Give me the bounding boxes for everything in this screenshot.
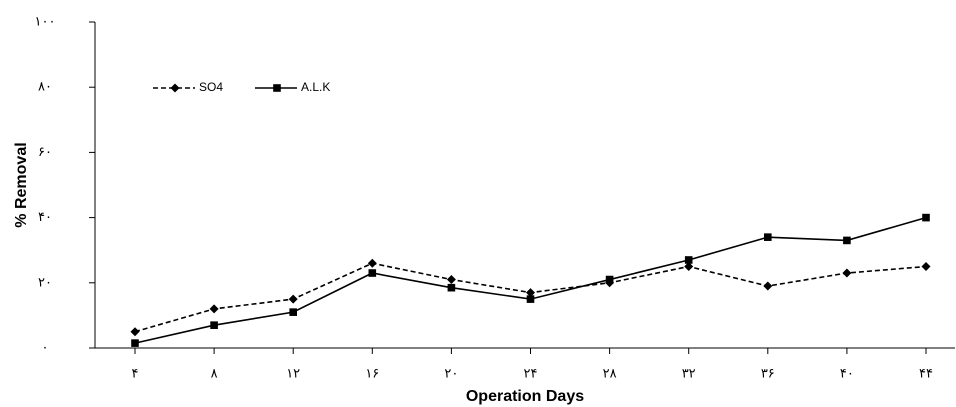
y-tick-label: ۴۰ <box>38 210 52 225</box>
x-tick-label: ۴۴ <box>919 367 933 382</box>
marker <box>209 304 219 314</box>
legend-label: SO4 <box>199 80 223 94</box>
x-tick-label: ۲۰ <box>444 367 458 382</box>
marker <box>684 256 693 264</box>
marker <box>843 236 851 245</box>
marker <box>447 283 456 292</box>
marker <box>526 288 535 298</box>
marker <box>605 275 614 284</box>
x-tick-label: ۴۰ <box>840 367 854 382</box>
legend-label: A.L.K <box>301 80 330 94</box>
marker <box>367 258 377 268</box>
marker <box>131 339 139 347</box>
x-tick-label: ۲۸ <box>603 367 617 382</box>
marker <box>763 281 773 291</box>
x-tick-label: ۱۶ <box>365 367 379 382</box>
marker <box>842 268 852 278</box>
y-tick-label: ۲۰ <box>38 275 52 290</box>
marker <box>446 275 456 285</box>
marker <box>922 213 930 222</box>
x-tick-label: ۳۲ <box>682 367 696 382</box>
y-tick-label: ۸۰ <box>38 80 52 95</box>
x-tick-label: ۴ <box>132 367 139 382</box>
x-tick-label: ۳۶ <box>761 367 775 382</box>
series-line <box>134 216 927 344</box>
marker <box>526 295 535 303</box>
marker <box>130 327 140 337</box>
marker <box>273 84 281 92</box>
marker <box>170 83 180 93</box>
marker <box>921 262 931 271</box>
y-axis-title: % Removal <box>13 142 30 227</box>
x-tick-label: ۸ <box>211 367 218 382</box>
marker <box>289 308 297 316</box>
y-tick-label: ۶۰ <box>38 145 52 160</box>
x-tick-label: ۲۴ <box>524 367 538 382</box>
marker <box>764 233 772 241</box>
y-tick-label: ۰ <box>42 341 49 356</box>
marker <box>684 262 694 271</box>
x-tick-label: ۱۲ <box>286 367 300 382</box>
marker <box>210 321 218 329</box>
marker <box>368 269 377 277</box>
x-axis-title: Operation Days <box>466 388 584 405</box>
y-tick-label: ۱۰۰ <box>35 15 56 30</box>
marker <box>288 294 298 304</box>
